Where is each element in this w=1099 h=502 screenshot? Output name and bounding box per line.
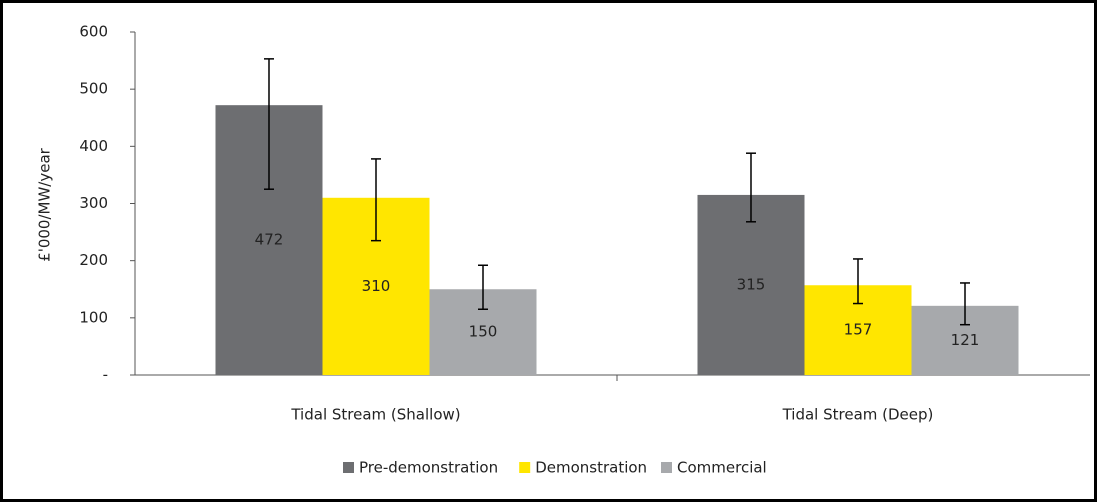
- y-tick-label: 200: [79, 251, 108, 269]
- y-tick-label: 300: [79, 194, 108, 212]
- legend-label: Pre-demonstration: [359, 459, 498, 477]
- error-bar: [745, 152, 756, 223]
- y-tick-label: 500: [79, 80, 108, 98]
- x-tick-label: Tidal Stream (Shallow): [290, 406, 460, 424]
- legend-swatch: [343, 462, 354, 473]
- data-label: 310: [362, 277, 391, 295]
- legend-swatch: [519, 462, 531, 473]
- bar: [697, 194, 805, 375]
- y-tick-label: -: [103, 366, 108, 384]
- error-bar: [960, 282, 971, 326]
- y-tick-label: 400: [79, 137, 108, 155]
- data-label: 157: [844, 321, 873, 339]
- x-tick-label: Tidal Stream (Deep): [782, 406, 934, 424]
- error-bar: [853, 258, 863, 305]
- data-label: 150: [469, 323, 498, 341]
- y-tick-label: 100: [79, 308, 108, 326]
- y-axis-label: £'000/MW/year: [36, 147, 54, 261]
- data-label: 121: [951, 331, 980, 349]
- legend-label: Demonstration: [535, 459, 647, 477]
- legend-label: Commercial: [677, 459, 767, 477]
- y-tick-label: 600: [79, 23, 108, 41]
- legend-swatch: [661, 462, 672, 473]
- error-bar: [478, 264, 489, 311]
- error-bar: [263, 58, 274, 190]
- data-label: 315: [737, 275, 766, 293]
- error-bar: [371, 158, 381, 242]
- data-label: 472: [255, 231, 284, 249]
